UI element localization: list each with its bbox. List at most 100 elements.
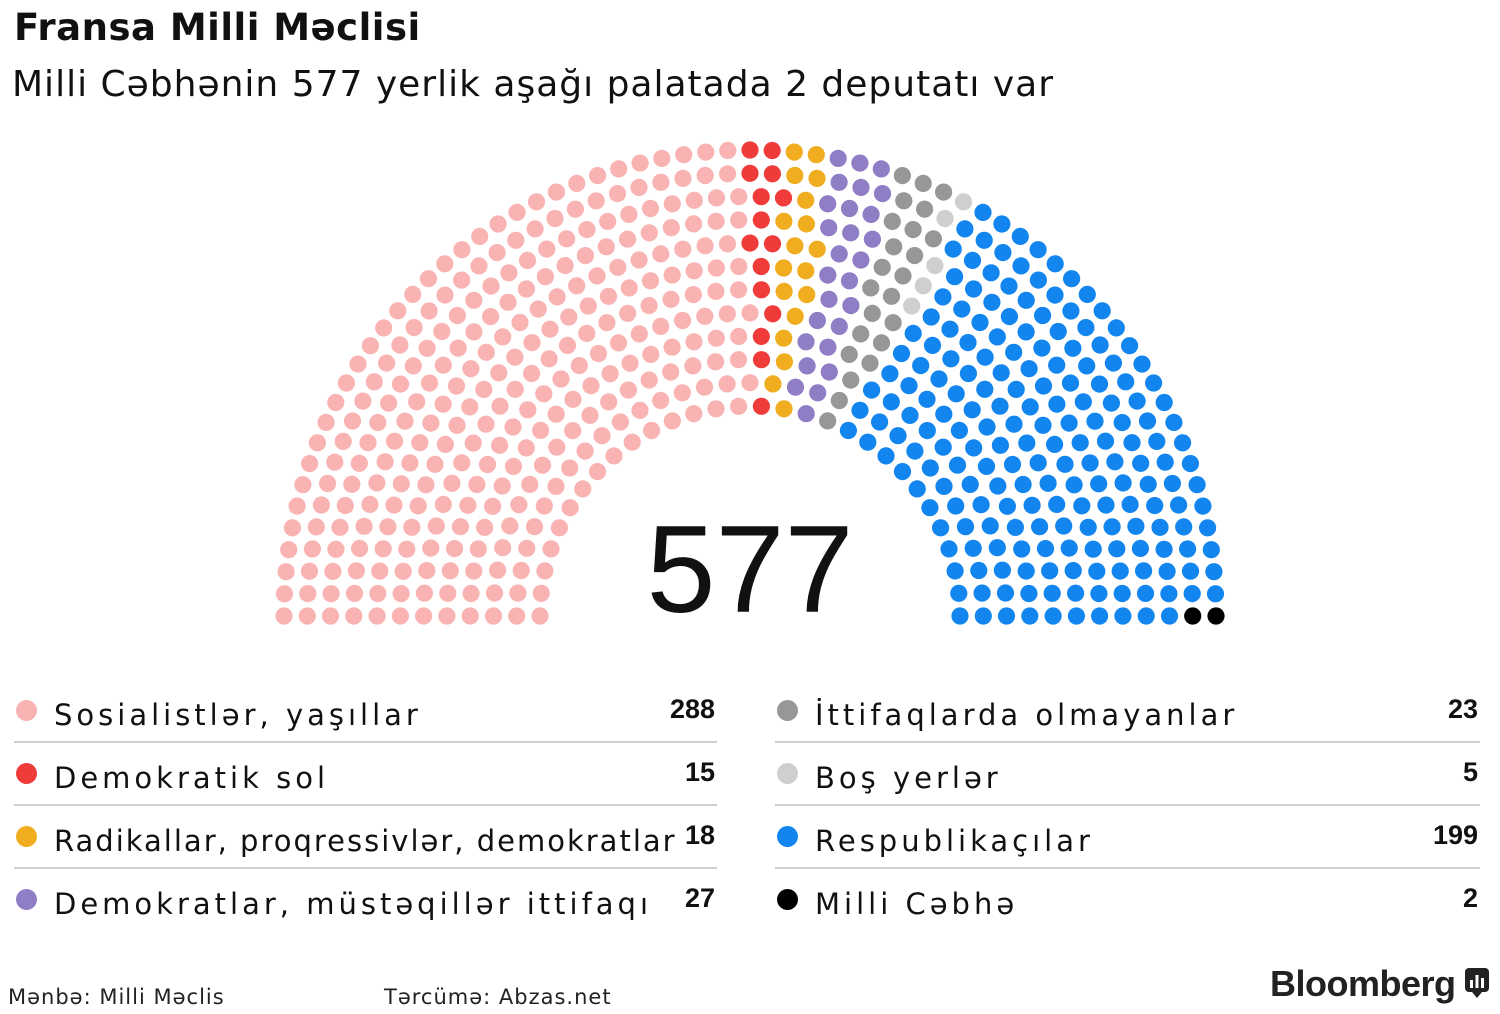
seat-dot [663, 338, 681, 356]
seat-dot [1000, 308, 1019, 326]
bloomberg-terminal-icon [1465, 968, 1489, 998]
seat-dot [418, 562, 436, 580]
seat-dot [343, 412, 362, 430]
seat-dot [600, 393, 618, 411]
seat-dot [996, 584, 1015, 602]
seat-dot [808, 240, 826, 258]
seat-dot [872, 334, 891, 352]
seat-dot [946, 562, 964, 580]
seat-dot [873, 258, 891, 276]
seat-dot [490, 364, 508, 382]
seat-dot [674, 169, 692, 187]
seat-dot [809, 384, 827, 402]
seat-dot [830, 245, 848, 263]
seat-dot [288, 497, 306, 515]
seat-dot [1163, 474, 1181, 493]
seat-dot [401, 454, 419, 472]
seat-dot [465, 562, 483, 580]
seat-dot [1073, 497, 1091, 515]
seat-dot [1111, 562, 1129, 580]
seat-dot [718, 235, 737, 253]
seat-dot [1131, 539, 1149, 557]
seat-dot [944, 240, 962, 258]
legend-value: 2 [1462, 883, 1478, 913]
seat-dot [610, 160, 628, 178]
seat-dot [989, 477, 1007, 495]
seat-dot [631, 401, 649, 419]
seat-dot [904, 324, 922, 342]
seat-dot [568, 277, 586, 295]
seat-dot [1137, 607, 1155, 625]
seat-dot [275, 585, 294, 603]
seat-dot [863, 304, 881, 322]
seat-dot [842, 371, 860, 389]
seat-dot [621, 354, 639, 372]
seat-dot [862, 279, 880, 297]
seat-dot [345, 607, 363, 625]
seat-dot [317, 413, 335, 431]
seat-dot [418, 339, 436, 357]
seat-dot [599, 287, 618, 305]
seat-dot [775, 400, 793, 418]
seat-dot [820, 363, 838, 381]
seat-dot [391, 375, 410, 393]
seat-dot [719, 141, 737, 160]
seat-dot [1113, 414, 1131, 432]
seat-dot [642, 345, 660, 363]
seat-dot [786, 378, 805, 396]
seat-dot [685, 262, 703, 280]
seat-dot [1079, 518, 1097, 536]
seat-dot [385, 432, 404, 450]
seat-dot [663, 412, 681, 430]
seat-dot [959, 364, 978, 383]
seat-dot [786, 166, 804, 185]
seat-dot [893, 463, 912, 481]
seat-dot [536, 562, 554, 580]
seat-dot [640, 297, 658, 315]
seat-dot [535, 497, 553, 515]
seat-dot [900, 377, 918, 395]
seat-dot [1133, 355, 1151, 373]
seat-dot [775, 259, 793, 277]
seat-dot [901, 406, 919, 424]
legend-item: İttifaqlarda olmayanlar 23 [775, 680, 1480, 743]
seat-dot [484, 607, 503, 625]
seat-dot [504, 418, 522, 436]
seat-dot [587, 192, 605, 210]
seat-dot [882, 287, 901, 305]
seat-dot [448, 306, 466, 325]
seat-dot [797, 405, 815, 423]
seat-dot [631, 154, 649, 172]
seat-dot [485, 584, 504, 602]
seat-dot [477, 415, 495, 433]
seat-dot [422, 539, 440, 557]
seat-dot [775, 212, 793, 230]
seat-dot [763, 141, 781, 160]
seat-dot [527, 193, 546, 211]
seat-dot [1074, 393, 1092, 411]
seat-dot [394, 562, 412, 580]
seat-dot [662, 363, 680, 381]
seat-dot [438, 607, 456, 625]
seat-dot [974, 607, 992, 625]
seat-dot [518, 539, 536, 557]
legend-swatch-icon [16, 700, 37, 721]
seat-dot [951, 607, 969, 625]
seat-dot [355, 517, 373, 535]
seat-dot [775, 353, 794, 371]
seat-dot [663, 195, 681, 213]
seat-dot [578, 221, 596, 239]
legend-value: 23 [1447, 694, 1478, 724]
seat-dot [468, 475, 486, 494]
seat-dot [508, 607, 526, 625]
legend-swatch-icon [777, 826, 798, 847]
seat-dot [981, 517, 999, 535]
seat-dot [786, 307, 804, 325]
seat-dot [538, 240, 556, 258]
seat-dot [877, 447, 895, 465]
seat-dot [820, 219, 838, 237]
seat-dot [972, 496, 990, 514]
seat-dot [1103, 518, 1121, 536]
seat-dot [1135, 562, 1153, 580]
seat-dot [978, 418, 996, 436]
